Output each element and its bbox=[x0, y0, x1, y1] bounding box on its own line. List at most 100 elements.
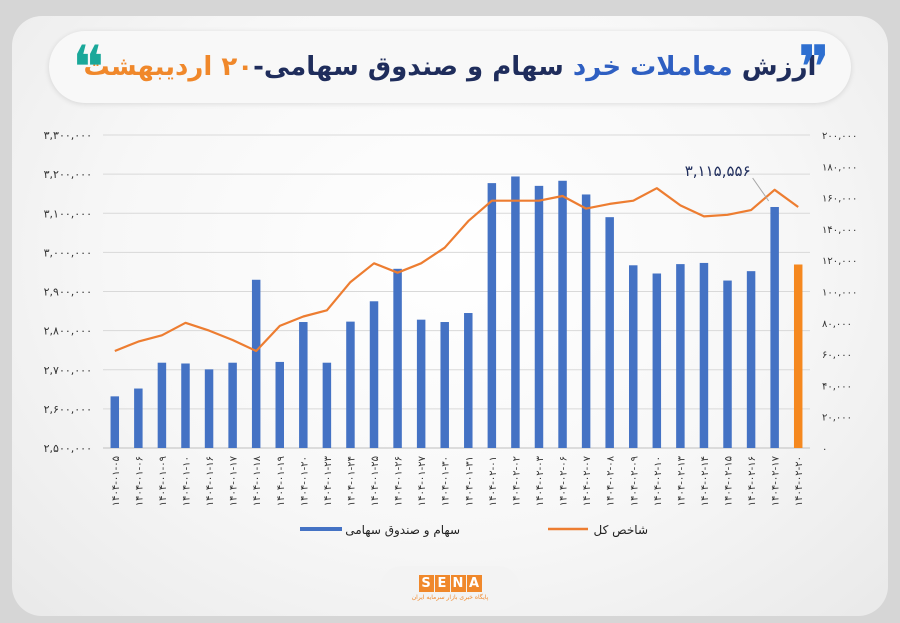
x-tick-label: ۱۴۰۴-۰۱-۱۷ bbox=[229, 455, 240, 506]
bar bbox=[487, 183, 497, 448]
right-tick-label: ۰ bbox=[822, 444, 827, 455]
bar bbox=[346, 321, 355, 448]
x-tick-label: ۱۴۰۴-۰۲-۱۷ bbox=[771, 455, 782, 506]
x-tick-label: ۱۴۰۴-۰۱-۲۶ bbox=[394, 456, 405, 506]
x-tick-label: ۱۴۰۴-۰۱-۲۰ bbox=[299, 456, 310, 506]
quote-close-icon: ❝ bbox=[72, 33, 105, 103]
right-tick-label: ۱۰۰,۰۰۰ bbox=[822, 288, 857, 299]
annotation-label: ۳,۱۱۵,۵۵۶ bbox=[685, 162, 751, 180]
x-tick-label: ۱۴۰۴-۰۲-۱۳ bbox=[676, 455, 687, 506]
right-tick-label: ۸۰,۰۰۰ bbox=[822, 319, 852, 330]
x-tick-label: ۱۴۰۴-۰۱-۰۵ bbox=[111, 456, 122, 506]
x-tick-label: ۱۴۰۴-۰۱-۱۶ bbox=[205, 456, 216, 506]
right-tick-label: ۱۴۰,۰۰۰ bbox=[822, 225, 857, 236]
bar bbox=[534, 185, 544, 449]
legend-swatch-bars bbox=[300, 527, 342, 531]
x-tick-label: ۱۴۰۴-۰۲-۲۰ bbox=[794, 456, 805, 506]
annotation-leader bbox=[752, 177, 770, 202]
bar bbox=[605, 217, 614, 448]
x-tick-label: ۱۴۰۴-۰۲-۰۲ bbox=[511, 456, 522, 506]
x-tick-label: ۱۴۰۴-۰۲-۰۸ bbox=[606, 455, 617, 506]
x-tick-label: ۱۴۰۴-۰۱-۳۰ bbox=[441, 456, 452, 506]
bar bbox=[134, 388, 143, 448]
bar bbox=[181, 363, 190, 448]
index-line bbox=[114, 187, 799, 353]
right-tick-label: ۲۰,۰۰۰ bbox=[822, 413, 852, 424]
left-tick-label: ۲,۸۰۰,۰۰۰ bbox=[44, 325, 92, 338]
bar bbox=[723, 280, 732, 448]
bar bbox=[228, 362, 237, 448]
bar bbox=[275, 361, 284, 448]
x-tick-label: ۱۴۰۴-۰۱-۲۷ bbox=[417, 455, 428, 506]
bar bbox=[416, 319, 426, 448]
x-tick-label: ۱۴۰۴-۰۱-۰۶ bbox=[134, 456, 145, 506]
right-tick-label: ۴۰,۰۰۰ bbox=[822, 381, 852, 392]
x-tick-label: ۱۴۰۴-۰۱-۱۹ bbox=[276, 456, 287, 506]
x-tick-label: ۱۴۰۴-۰۲-۱۵ bbox=[724, 456, 735, 506]
x-tick-label: ۱۴۰۴-۰۱-۲۴ bbox=[346, 456, 357, 506]
left-tick-label: ۳,۲۰۰,۰۰۰ bbox=[44, 168, 92, 181]
right-tick-label: ۲۰۰,۰۰۰ bbox=[822, 131, 857, 142]
bar bbox=[157, 362, 167, 448]
bar bbox=[369, 301, 379, 448]
title-banner: ارزش معاملات خرد سهام و صندوق سهامی-۲۰ ا… bbox=[49, 31, 851, 103]
bar bbox=[511, 176, 520, 448]
logo-letter: N bbox=[450, 575, 466, 592]
logo-letter: E bbox=[434, 575, 450, 592]
x-tick-label: ۱۴۰۴-۰۲-۱۰ bbox=[653, 456, 664, 506]
bar bbox=[558, 180, 567, 448]
x-tick-label: ۱۴۰۴-۰۱-۱۰ bbox=[181, 456, 192, 506]
left-tick-label: ۲,۶۰۰,۰۰۰ bbox=[44, 403, 92, 416]
logo-subtitle: پایگاه خبری بازار سرمایه ایران bbox=[411, 594, 489, 601]
chart-frame bbox=[12, 16, 888, 616]
bar bbox=[440, 322, 449, 448]
title-part-2: معاملات خرد bbox=[572, 52, 733, 82]
bar bbox=[322, 362, 332, 448]
right-tick-label: ۱۶۰,۰۰۰ bbox=[822, 194, 857, 205]
logo-letter: A bbox=[466, 575, 482, 592]
x-tick-label: ۱۴۰۴-۰۱-۲۳ bbox=[323, 455, 334, 506]
x-tick-label: ۱۴۰۴-۰۲-۰۹ bbox=[629, 456, 640, 506]
x-tick-label: ۱۴۰۴-۰۱-۰۹ bbox=[158, 456, 169, 506]
bar bbox=[699, 262, 709, 448]
logo-letter: S bbox=[418, 575, 434, 592]
quote-open-icon: ❞ bbox=[797, 33, 830, 103]
left-tick-label: ۲,۷۰۰,۰۰۰ bbox=[44, 364, 92, 377]
x-tick-label: ۱۴۰۴-۰۲-۱۴ bbox=[700, 456, 711, 506]
bar bbox=[676, 264, 685, 448]
bar bbox=[581, 194, 591, 448]
x-tick-label: ۱۴۰۴-۰۱-۳۱ bbox=[464, 456, 475, 506]
x-tick-label: ۱۴۰۴-۰۲-۱۶ bbox=[747, 456, 758, 506]
bar bbox=[204, 369, 214, 448]
bar bbox=[746, 271, 756, 448]
bar bbox=[464, 313, 473, 448]
x-tick-label: ۱۴۰۴-۰۲-۰۳ bbox=[535, 455, 546, 506]
bar bbox=[393, 268, 402, 448]
legend-label-bars: سهام و صندوق سهامی bbox=[345, 523, 460, 538]
right-tick-label: ۶۰,۰۰۰ bbox=[822, 350, 852, 361]
bar bbox=[652, 273, 662, 448]
x-tick-label: ۱۴۰۴-۰۲-۰۷ bbox=[582, 455, 593, 506]
title-part-4: ۲۰ اردیبهشت bbox=[83, 52, 254, 82]
title-part-3: سهام و صندوق سهامی- bbox=[253, 52, 564, 82]
x-tick-label: ۱۴۰۴-۰۱-۱۸ bbox=[252, 455, 263, 506]
right-tick-label: ۱۸۰,۰۰۰ bbox=[822, 162, 857, 173]
left-tick-label: ۲,۹۰۰,۰۰۰ bbox=[44, 286, 92, 299]
x-tick-label: ۱۴۰۴-۰۲-۰۶ bbox=[559, 456, 570, 506]
bar bbox=[299, 322, 308, 448]
x-tick-label: ۱۴۰۴-۰۲-۰۱ bbox=[488, 456, 499, 506]
title-part-1: ارزش bbox=[741, 52, 817, 82]
legend-label-line: شاخص کل bbox=[594, 523, 648, 538]
x-tick-label: ۱۴۰۴-۰۱-۲۵ bbox=[370, 456, 381, 506]
left-tick-label: ۲,۵۰۰,۰۰۰ bbox=[44, 442, 92, 455]
left-tick-label: ۳,۱۰۰,۰۰۰ bbox=[44, 207, 92, 220]
bar bbox=[629, 265, 638, 448]
bar bbox=[110, 396, 120, 448]
chart-title: ارزش معاملات خرد سهام و صندوق سهامی-۲۰ ا… bbox=[84, 52, 817, 82]
left-tick-label: ۳,۰۰۰,۰۰۰ bbox=[44, 246, 92, 259]
bar bbox=[793, 264, 803, 448]
bar bbox=[251, 279, 261, 448]
